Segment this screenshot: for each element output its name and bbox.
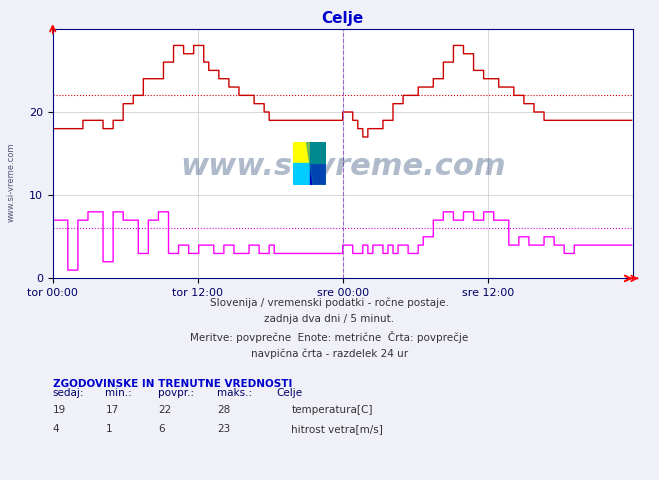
Polygon shape [306,142,326,185]
Text: 6: 6 [158,424,165,434]
Text: min.:: min.: [105,388,132,398]
Text: 22: 22 [158,405,171,415]
Text: temperatura[C]: temperatura[C] [291,405,373,415]
Text: maks.:: maks.: [217,388,252,398]
Text: 17: 17 [105,405,119,415]
Text: www.si-vreme.com: www.si-vreme.com [7,143,16,222]
Title: Celje: Celje [322,11,364,26]
Polygon shape [310,142,326,163]
Bar [310,163,326,185]
Text: www.si-vreme.com: www.si-vreme.com [180,152,505,180]
Text: ZGODOVINSKE IN TRENUTNE VREDNOSTI: ZGODOVINSKE IN TRENUTNE VREDNOSTI [53,379,292,389]
Text: Meritve: povprečne  Enote: metrične  Črta: povprečje: Meritve: povprečne Enote: metrične Črta:… [190,331,469,343]
Text: 1: 1 [105,424,112,434]
Text: povpr.:: povpr.: [158,388,194,398]
Text: 28: 28 [217,405,231,415]
Text: zadnja dva dni / 5 minut.: zadnja dva dni / 5 minut. [264,314,395,324]
Text: Slovenija / vremenski podatki - ročne postaje.: Slovenija / vremenski podatki - ročne po… [210,298,449,308]
Text: navpična črta - razdelek 24 ur: navpična črta - razdelek 24 ur [251,348,408,359]
Text: 19: 19 [53,405,66,415]
Text: 23: 23 [217,424,231,434]
Text: hitrost vetra[m/s]: hitrost vetra[m/s] [291,424,383,434]
Text: sedaj:: sedaj: [53,388,84,398]
Bar [293,142,310,163]
Bar [293,163,310,185]
Text: 4: 4 [53,424,59,434]
Text: Celje: Celje [277,388,303,398]
